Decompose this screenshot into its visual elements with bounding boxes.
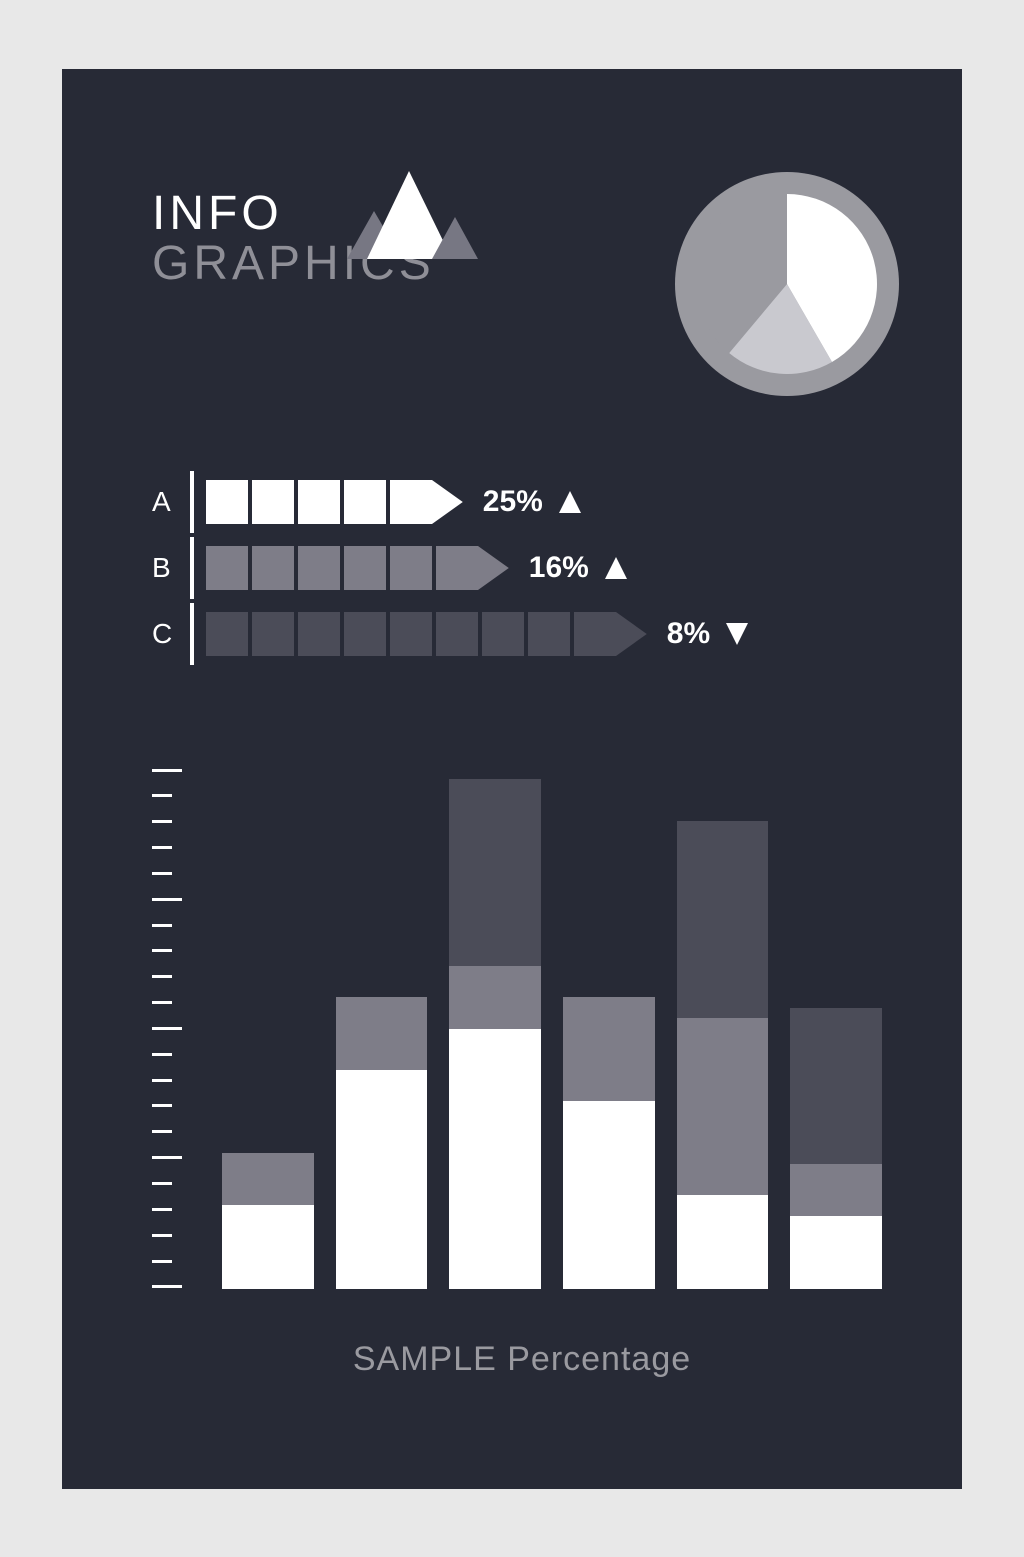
y-tick (152, 820, 172, 823)
y-tick (152, 872, 172, 875)
y-tick (152, 846, 172, 849)
arrow-row-label: B (152, 552, 186, 584)
bar-segment (677, 821, 769, 1019)
bar-segment (222, 1205, 314, 1288)
bar-segment (449, 1029, 541, 1289)
arrow-percent: 25% (483, 485, 543, 519)
arrow-track (206, 546, 509, 590)
triangle-up-icon (603, 555, 629, 581)
bar-segment (222, 1153, 314, 1205)
bar-column (222, 769, 314, 1289)
y-tick (152, 975, 172, 978)
arrow-row: B 16% (152, 535, 892, 601)
arrow-track (206, 612, 647, 656)
bar-column (790, 769, 882, 1289)
triangle-up-icon (557, 489, 583, 515)
bar-segment (677, 1018, 769, 1195)
y-tick (152, 898, 182, 901)
bar-plot-area (212, 769, 892, 1289)
arrow-row-label: A (152, 486, 186, 518)
y-tick (152, 1130, 172, 1133)
bar-segment (336, 1070, 428, 1288)
bar-segment (563, 1101, 655, 1288)
arrow-row: C 8% (152, 601, 892, 667)
mountain-icon (332, 159, 482, 269)
y-tick (152, 1053, 172, 1056)
bar-column (563, 769, 655, 1289)
bar-column (677, 769, 769, 1289)
y-tick (152, 1208, 172, 1211)
y-tick (152, 1001, 172, 1004)
y-tick (152, 1104, 172, 1107)
bar-segment (449, 779, 541, 966)
arrow-row-label: C (152, 618, 186, 650)
y-tick (152, 1260, 172, 1263)
arrow-row: A 25% (152, 469, 892, 535)
y-tick (152, 794, 172, 797)
y-tick (152, 924, 172, 927)
y-tick (152, 1079, 172, 1082)
bar-segment (790, 1216, 882, 1289)
arrow-divider (190, 537, 194, 599)
bar-segment (563, 997, 655, 1101)
arrow-bars: A 25% B 16% C 8% (152, 469, 892, 667)
bar-column (449, 769, 541, 1289)
bar-segment (449, 966, 541, 1028)
infographic-card: INFO GRAPHICS A25%B16%C8% SAMPLE Percent… (62, 69, 962, 1489)
y-axis-ticks (152, 769, 182, 1289)
y-tick (152, 1027, 182, 1030)
arrow-divider (190, 603, 194, 665)
arrow-track (206, 480, 463, 524)
bar-segment (336, 997, 428, 1070)
y-tick (152, 1234, 172, 1237)
bar-segment (790, 1164, 882, 1216)
bar-segment (790, 1008, 882, 1164)
y-tick (152, 1182, 172, 1185)
y-tick (152, 1285, 182, 1288)
bar-column (336, 769, 428, 1289)
y-tick (152, 769, 182, 772)
y-tick (152, 949, 172, 952)
arrow-percent: 16% (529, 551, 589, 585)
pie-chart (672, 169, 902, 399)
x-axis-label: SAMPLE Percentage (152, 1340, 892, 1379)
triangle-down-icon (724, 621, 750, 647)
arrow-percent: 8% (667, 617, 710, 651)
bar-segment (677, 1195, 769, 1289)
arrow-divider (190, 471, 194, 533)
y-tick (152, 1156, 182, 1159)
bar-chart: SAMPLE Percentage (152, 769, 892, 1329)
